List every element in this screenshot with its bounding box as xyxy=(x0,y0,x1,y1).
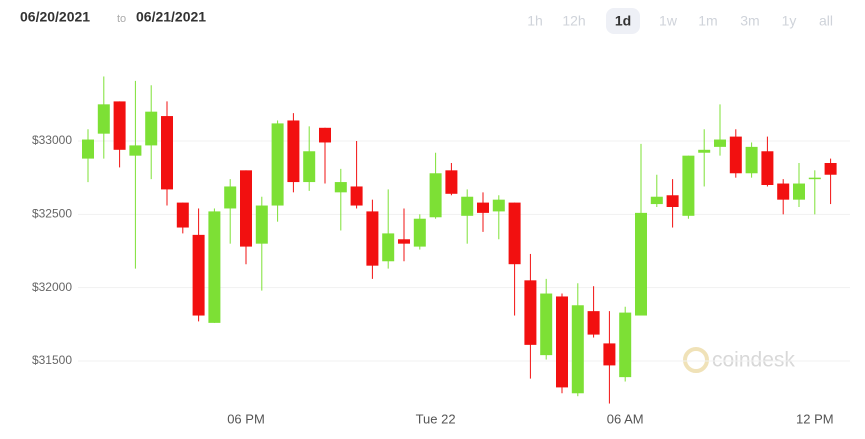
candle-body xyxy=(824,163,837,175)
candle-body xyxy=(729,136,742,174)
range-button[interactable]: 1m xyxy=(698,13,717,29)
x-tick-label: Tue 22 xyxy=(416,411,456,426)
candle-body xyxy=(808,177,821,180)
candle-body xyxy=(635,212,647,316)
date-from: 06/20/2021 xyxy=(20,9,90,25)
candle-body xyxy=(540,293,553,356)
candle-body xyxy=(793,183,805,200)
candle-body xyxy=(145,111,158,146)
candle-body xyxy=(382,233,395,262)
y-tick-label: $32000 xyxy=(32,280,72,294)
candle-body xyxy=(255,205,268,244)
x-tick-label: 06 PM xyxy=(227,411,265,426)
candle-body xyxy=(161,116,173,190)
candle-body xyxy=(208,211,221,323)
range-button[interactable]: 1y xyxy=(782,13,797,29)
candle-body xyxy=(113,101,126,150)
range-selected-bg xyxy=(606,8,640,34)
candle-body xyxy=(666,195,679,207)
y-tick-label: $33000 xyxy=(32,133,72,147)
y-tick-label: $32500 xyxy=(32,207,72,221)
candle-body xyxy=(619,312,632,378)
candle-body xyxy=(271,123,284,206)
candle-body xyxy=(461,196,474,216)
candle-body xyxy=(240,170,252,247)
y-tick-label: $31500 xyxy=(32,353,72,367)
range-button[interactable]: 1w xyxy=(659,13,678,29)
candle-body xyxy=(777,183,790,200)
watermark-text: coindesk xyxy=(712,349,795,372)
candle-body xyxy=(224,186,237,209)
candle-body xyxy=(303,151,316,183)
candle-body xyxy=(571,305,584,394)
candle-body xyxy=(82,139,94,159)
candle-body xyxy=(714,139,726,147)
candle-body xyxy=(682,155,695,216)
range-button[interactable]: 1d xyxy=(615,13,631,29)
candle-body xyxy=(445,170,458,194)
candle-body xyxy=(524,280,537,345)
candle-body xyxy=(587,311,600,335)
range-button[interactable]: 12h xyxy=(562,13,585,29)
candle-body xyxy=(556,296,568,388)
candle-body xyxy=(350,186,363,206)
candle-body xyxy=(603,343,616,366)
candle-body xyxy=(429,173,442,218)
candle-body xyxy=(745,146,758,174)
x-tick-label: 12 PM xyxy=(796,411,834,426)
watermark: coindesk xyxy=(683,347,795,373)
range-button[interactable]: 3m xyxy=(740,13,759,29)
candle-body xyxy=(477,202,489,213)
candle-body xyxy=(334,182,347,193)
candle-body xyxy=(508,202,521,265)
candle-body xyxy=(287,120,300,183)
range-button[interactable]: all xyxy=(819,13,833,29)
candle-body xyxy=(398,239,410,244)
candle-body xyxy=(492,199,505,212)
candle-body xyxy=(129,145,142,156)
candle-body xyxy=(319,127,331,143)
range-separator: to xyxy=(117,13,126,25)
range-button[interactable]: 1h xyxy=(527,13,543,29)
watermark-icon xyxy=(683,347,709,373)
x-tick-label: 06 AM xyxy=(607,411,644,426)
candle-body xyxy=(176,202,189,228)
candle-body xyxy=(97,104,110,134)
candle-body xyxy=(650,196,663,205)
candle-body xyxy=(366,211,379,266)
candle-body xyxy=(698,149,711,153)
date-to: 06/21/2021 xyxy=(136,9,206,25)
candle-body xyxy=(192,234,205,316)
candle-body xyxy=(761,151,774,185)
candle-body xyxy=(413,218,426,247)
